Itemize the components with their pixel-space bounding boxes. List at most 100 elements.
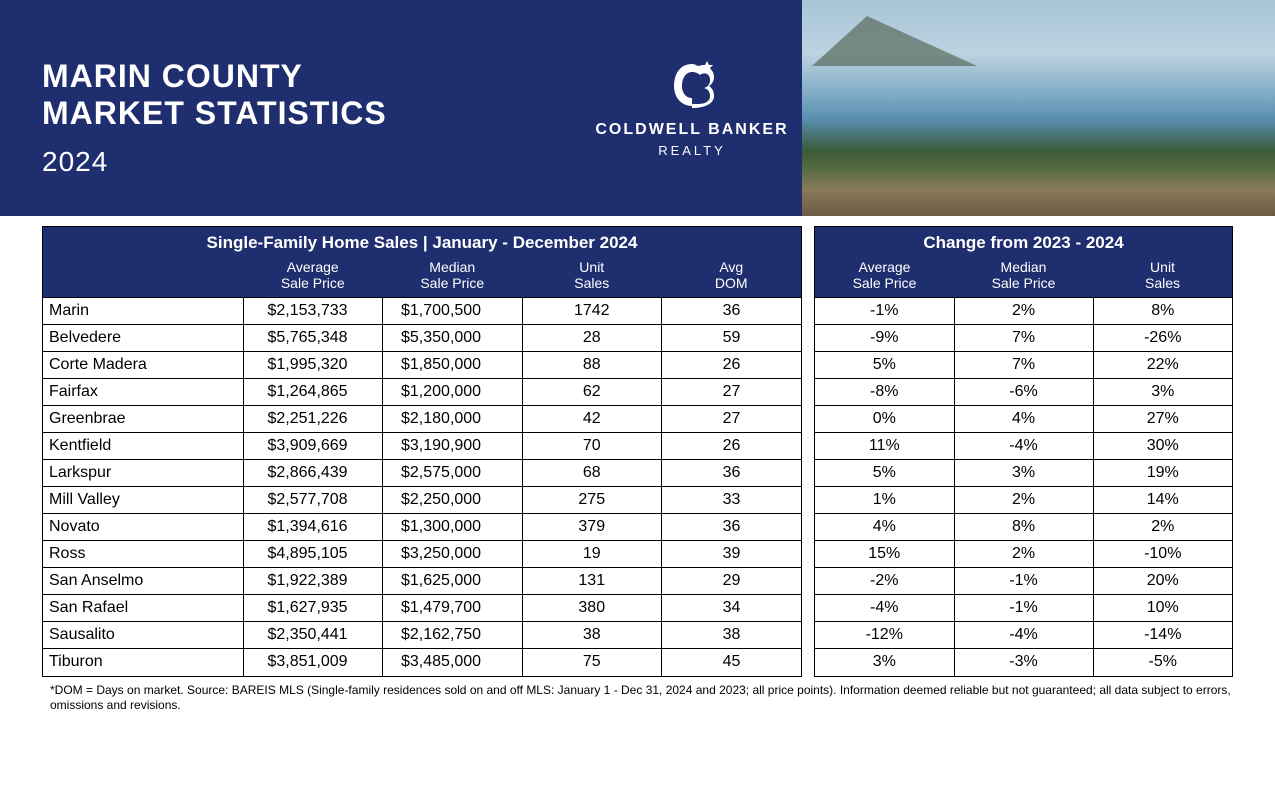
table-cell: $2,577,708 bbox=[243, 487, 383, 514]
table-cell: $1,300,000 bbox=[383, 514, 523, 541]
table-cell: 7% bbox=[954, 352, 1093, 379]
table-cell: 22% bbox=[1093, 352, 1232, 379]
table-cell: 4% bbox=[954, 406, 1093, 433]
table-cell: 20% bbox=[1093, 568, 1232, 595]
table-cell: Belvedere bbox=[43, 325, 243, 352]
table-cell: 2% bbox=[954, 541, 1093, 568]
title-line-1: MARIN COUNTY bbox=[42, 58, 582, 95]
table-cell: Kentfield bbox=[43, 433, 243, 460]
table-cell: Marin bbox=[43, 298, 243, 325]
table-cell: -2% bbox=[815, 568, 954, 595]
table-row: 11%-4%30% bbox=[815, 433, 1232, 460]
table-cell: 27 bbox=[662, 379, 802, 406]
table-cell: 0% bbox=[815, 406, 954, 433]
sales-table-panel: Single-Family Home Sales | January - Dec… bbox=[42, 226, 802, 677]
table-cell: San Anselmo bbox=[43, 568, 243, 595]
column-header: AvgDOM bbox=[662, 257, 802, 298]
table-cell: $5,350,000 bbox=[383, 325, 523, 352]
table-row: Belvedere$5,765,348$5,350,0002859 bbox=[43, 325, 801, 352]
table-cell: Novato bbox=[43, 514, 243, 541]
table-row: Novato$1,394,616$1,300,00037936 bbox=[43, 514, 801, 541]
table-cell: 27 bbox=[662, 406, 802, 433]
table-cell: $2,350,441 bbox=[243, 622, 383, 649]
change-table-title: Change from 2023 - 2024 bbox=[815, 227, 1232, 257]
table-cell: $1,700,500 bbox=[383, 298, 523, 325]
footnote-text: *DOM = Days on market. Source: BAREIS ML… bbox=[0, 677, 1275, 713]
table-cell: 11% bbox=[815, 433, 954, 460]
table-row: Kentfield$3,909,669$3,190,9007026 bbox=[43, 433, 801, 460]
table-cell: -4% bbox=[954, 622, 1093, 649]
header: MARIN COUNTY MARKET STATISTICS 2024 COLD… bbox=[0, 0, 1275, 216]
table-cell: 34 bbox=[662, 595, 802, 622]
decorative-mountain bbox=[812, 16, 977, 66]
title-year: 2024 bbox=[42, 146, 582, 178]
table-cell: 36 bbox=[662, 298, 802, 325]
table-row: Tiburon$3,851,009$3,485,0007545 bbox=[43, 649, 801, 676]
table-row: -4%-1%10% bbox=[815, 595, 1232, 622]
table-cell: -1% bbox=[815, 298, 954, 325]
table-cell: -4% bbox=[954, 433, 1093, 460]
table-cell: Fairfax bbox=[43, 379, 243, 406]
table-row: Corte Madera$1,995,320$1,850,0008826 bbox=[43, 352, 801, 379]
table-cell: 14% bbox=[1093, 487, 1232, 514]
table-cell: $1,479,700 bbox=[383, 595, 523, 622]
table-cell: -4% bbox=[815, 595, 954, 622]
header-photo bbox=[802, 0, 1275, 216]
table-cell: 1% bbox=[815, 487, 954, 514]
table-cell: 75 bbox=[522, 649, 662, 676]
table-cell: 1742 bbox=[522, 298, 662, 325]
table-cell: 2% bbox=[954, 298, 1093, 325]
table-cell: -10% bbox=[1093, 541, 1232, 568]
table-cell: $2,162,750 bbox=[383, 622, 523, 649]
table-cell: Mill Valley bbox=[43, 487, 243, 514]
table-cell: 68 bbox=[522, 460, 662, 487]
table-row: 0%4%27% bbox=[815, 406, 1232, 433]
sales-table: AverageSale PriceMedianSale PriceUnitSal… bbox=[43, 257, 801, 676]
table-cell: -26% bbox=[1093, 325, 1232, 352]
table-cell: 70 bbox=[522, 433, 662, 460]
table-cell: Corte Madera bbox=[43, 352, 243, 379]
table-cell: 36 bbox=[662, 514, 802, 541]
table-cell: 4% bbox=[815, 514, 954, 541]
table-row: 5%7%22% bbox=[815, 352, 1232, 379]
table-cell: $3,851,009 bbox=[243, 649, 383, 676]
table-cell: 33 bbox=[662, 487, 802, 514]
table-cell: 3% bbox=[815, 649, 954, 676]
table-cell: 59 bbox=[662, 325, 802, 352]
table-cell: 30% bbox=[1093, 433, 1232, 460]
table-row: Fairfax$1,264,865$1,200,0006227 bbox=[43, 379, 801, 406]
table-row: Larkspur$2,866,439$2,575,0006836 bbox=[43, 460, 801, 487]
title-block: MARIN COUNTY MARKET STATISTICS 2024 bbox=[42, 58, 582, 216]
table-cell: $1,264,865 bbox=[243, 379, 383, 406]
change-table-panel: Change from 2023 - 2024 AverageSale Pric… bbox=[814, 226, 1233, 677]
column-header: AverageSale Price bbox=[243, 257, 383, 298]
table-cell: $5,765,348 bbox=[243, 325, 383, 352]
table-row: 1%2%14% bbox=[815, 487, 1232, 514]
table-cell: $1,922,389 bbox=[243, 568, 383, 595]
table-cell: 15% bbox=[815, 541, 954, 568]
table-cell: 45 bbox=[662, 649, 802, 676]
column-header: UnitSales bbox=[522, 257, 662, 298]
table-cell: 8% bbox=[954, 514, 1093, 541]
table-cell: Ross bbox=[43, 541, 243, 568]
table-cell: $2,153,733 bbox=[243, 298, 383, 325]
table-cell: -14% bbox=[1093, 622, 1232, 649]
table-cell: $2,575,000 bbox=[383, 460, 523, 487]
title-line-2: MARKET STATISTICS bbox=[42, 95, 582, 132]
table-cell: 39 bbox=[662, 541, 802, 568]
table-cell: $3,909,669 bbox=[243, 433, 383, 460]
table-row: Sausalito$2,350,441$2,162,7503838 bbox=[43, 622, 801, 649]
table-cell: $2,250,000 bbox=[383, 487, 523, 514]
column-header bbox=[43, 257, 243, 298]
table-row: Marin$2,153,733$1,700,500174236 bbox=[43, 298, 801, 325]
table-cell: $3,485,000 bbox=[383, 649, 523, 676]
table-cell: $3,250,000 bbox=[383, 541, 523, 568]
table-row: 5%3%19% bbox=[815, 460, 1232, 487]
table-row: Mill Valley$2,577,708$2,250,00027533 bbox=[43, 487, 801, 514]
table-cell: $1,995,320 bbox=[243, 352, 383, 379]
table-cell: $1,200,000 bbox=[383, 379, 523, 406]
table-cell: -6% bbox=[954, 379, 1093, 406]
table-row: 4%8%2% bbox=[815, 514, 1232, 541]
table-cell: Tiburon bbox=[43, 649, 243, 676]
table-row: -12%-4%-14% bbox=[815, 622, 1232, 649]
